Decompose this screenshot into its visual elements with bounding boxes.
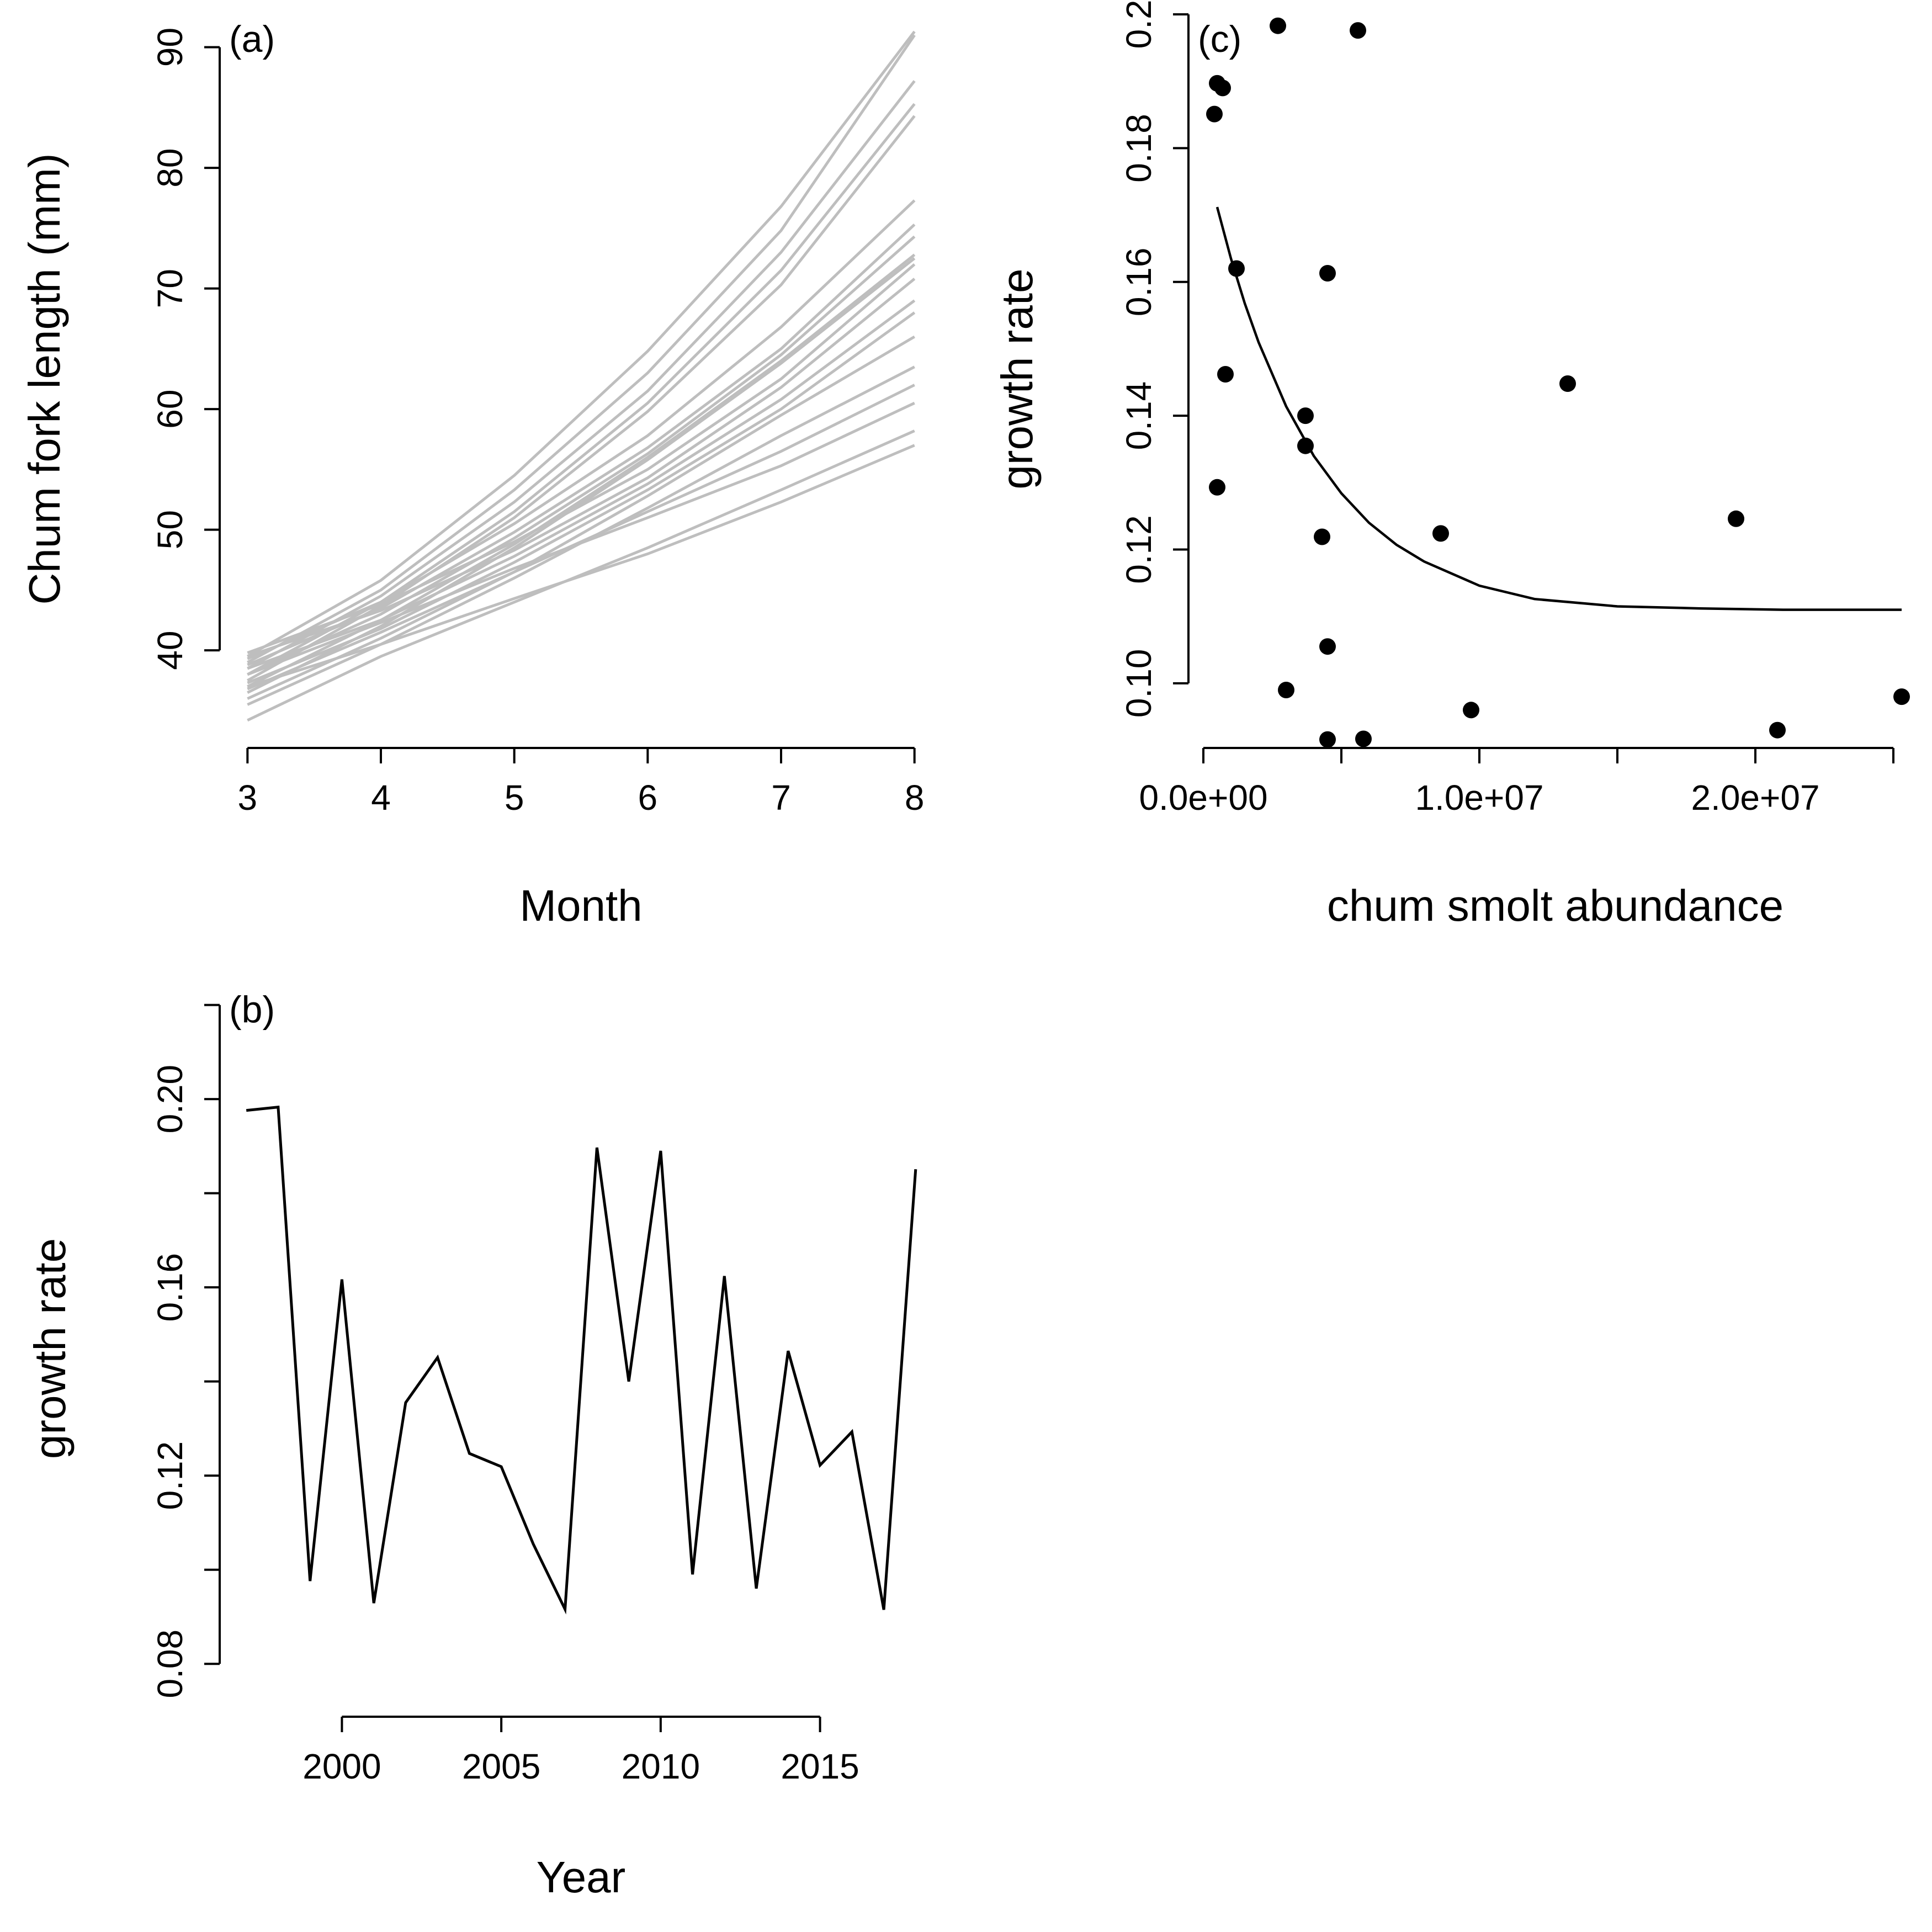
c-data-point [1278, 682, 1294, 698]
c-data-point [1319, 731, 1336, 748]
c-data-point [1893, 688, 1910, 705]
a-y-tick-label: 80 [150, 148, 190, 187]
a-x-tick-label: 8 [905, 778, 925, 818]
b-x-tick-label: 2000 [302, 1747, 381, 1786]
a-series-line [247, 335, 915, 700]
b-panel-label: (b) [229, 989, 275, 1031]
a-panel-label: (a) [229, 18, 275, 60]
c-data-point [1217, 366, 1234, 383]
c-y-tick-label: 0.20 [1119, 0, 1159, 49]
a-x-tick-label: 7 [771, 778, 791, 818]
c-data-point [1769, 721, 1786, 739]
a-x-tick-label: 5 [505, 778, 524, 818]
c-panel-label: (c) [1198, 18, 1241, 60]
a-y-axis-title: Chum fork length (mm) [20, 153, 69, 605]
c-y-tick-label: 0.18 [1119, 114, 1159, 183]
b-y-tick-label: 0.12 [150, 1441, 190, 1510]
c-y-tick-label: 0.16 [1119, 248, 1159, 317]
c-data-point [1270, 17, 1286, 34]
c-x-axis-title: chum smolt abundance [1327, 881, 1784, 930]
c-x-tick-label: 1.0e+07 [1415, 778, 1543, 818]
a-y-tick-label: 70 [150, 269, 190, 308]
b-x-axis-title: Year [537, 1853, 626, 1902]
panel-a: 3 4 5 6 7 8 40 50 60 70 80 90 (a) Month Chum fork l… [20, 18, 924, 930]
a-series-line [247, 263, 916, 654]
c-data-point [1206, 105, 1223, 123]
c-data-point [1297, 437, 1314, 454]
a-x-tick-label: 6 [638, 778, 658, 818]
c-data-point [1350, 22, 1366, 39]
a-series-line [247, 299, 916, 670]
a-x-tick-label: 3 [238, 778, 258, 818]
a-series-line [247, 401, 915, 676]
c-data-point [1463, 702, 1479, 719]
a-series-line [247, 311, 916, 684]
c-axes: 0.0e+00 1.0e+07 2.0e+07 0.10 0.12 0.14 0.16 0.1… [1119, 0, 1894, 818]
a-y-tick-label: 50 [150, 510, 190, 549]
a-series-line [247, 278, 916, 658]
b-axes: 2000 2005 2010 2015 0.08 0.12 0.16 0.20 [150, 1004, 859, 1786]
c-data-point [1728, 510, 1744, 527]
a-series-line [247, 235, 916, 676]
c-data-point [1209, 479, 1225, 496]
c-mark-group [1206, 17, 1910, 748]
a-x-tick-label: 4 [371, 778, 391, 818]
c-data-point [1214, 79, 1231, 97]
b-y-tick-label: 0.08 [150, 1630, 190, 1699]
c-y-axis-title: growth rate [992, 268, 1042, 489]
b-y-axis-title: growth rate [25, 1238, 75, 1459]
c-data-point [1319, 265, 1336, 282]
a-y-tick-label: 60 [150, 390, 190, 429]
a-series-line [247, 103, 916, 676]
a-line-group [247, 30, 916, 722]
a-series-line [247, 30, 916, 658]
a-y-tick-label: 40 [150, 631, 190, 670]
b-x-tick-label: 2005 [462, 1747, 540, 1786]
c-data-point [1432, 525, 1449, 542]
c-data-point [1559, 375, 1576, 392]
b-y-tick-label: 0.16 [150, 1253, 190, 1322]
b-y-tick-label: 0.20 [150, 1065, 190, 1134]
a-x-axis-title: Month [519, 881, 642, 930]
b-line-group [246, 1105, 917, 1615]
c-data-point [1319, 638, 1336, 655]
a-series-line [247, 444, 915, 688]
a-y-tick-label: 90 [150, 28, 190, 67]
a-series-line [247, 80, 916, 670]
c-x-tick-label: 2.0e+07 [1691, 778, 1819, 818]
b-x-tick-label: 2010 [622, 1747, 700, 1786]
panel-b: 2000 2005 2010 2015 0.08 0.12 0.16 0.20 (b) Yea… [25, 989, 917, 1902]
c-y-tick-label: 0.10 [1119, 649, 1159, 718]
b-series-line [246, 1105, 917, 1615]
c-data-point [1297, 407, 1314, 424]
c-y-tick-label: 0.14 [1119, 381, 1159, 450]
c-data-point [1314, 528, 1330, 545]
panel-c: 0.0e+00 1.0e+07 2.0e+07 0.10 0.12 0.14 0.16 0.1… [992, 0, 1910, 930]
a-series-line [247, 34, 916, 664]
c-data-point [1355, 730, 1372, 747]
c-data-point [1228, 260, 1245, 277]
b-x-tick-label: 2015 [781, 1747, 859, 1786]
a-axes: 3 4 5 6 7 8 40 50 60 70 80 90 [150, 28, 924, 818]
c-x-tick-label: 0.0e+00 [1139, 778, 1267, 818]
c-fit-curve [1216, 206, 1902, 611]
c-y-tick-label: 0.12 [1119, 515, 1159, 584]
